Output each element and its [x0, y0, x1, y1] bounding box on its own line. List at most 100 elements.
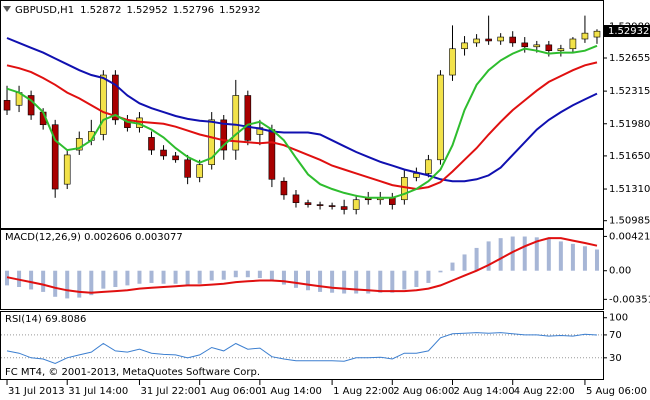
candle-body — [569, 38, 577, 50]
macd-bar — [546, 238, 551, 271]
macd-bar — [137, 270, 142, 284]
candle-body — [27, 95, 35, 116]
candle-body — [208, 119, 215, 165]
y-tick-label: 70 — [609, 330, 622, 341]
candle-body — [268, 129, 276, 180]
macd-bar — [101, 270, 106, 289]
macd-bar — [450, 262, 455, 271]
macd-bar — [354, 270, 359, 294]
rsi-line — [6, 332, 598, 365]
macd-bar — [185, 270, 190, 285]
plot-layer: 1.529801.526551.523151.519801.516501.513… — [1, 5, 650, 397]
macd-bar — [77, 270, 82, 298]
macd-bar — [462, 254, 467, 271]
x-tick-label: 4 Aug 22:00 — [514, 386, 575, 397]
y-tick-label: -0.003514 — [609, 294, 650, 305]
macd-pane — [0, 229, 604, 310]
candle-body — [352, 199, 360, 210]
candle-body — [280, 180, 288, 196]
macd-bar — [402, 270, 407, 290]
candle-body — [545, 44, 553, 51]
y-tick-label: 0.00 — [609, 266, 631, 277]
candle-body — [473, 38, 480, 44]
x-tick-label: 5 Aug 06:00 — [586, 386, 647, 397]
candle-body — [316, 204, 324, 206]
candle-body — [388, 197, 396, 205]
macd-bar — [510, 236, 515, 271]
candle-body — [533, 44, 541, 48]
macd-bar — [426, 270, 431, 283]
pane-title: MACD(12,26,9) 0.002606 0.003077 — [5, 232, 183, 243]
macd-bar — [570, 243, 575, 271]
candle-body — [75, 138, 83, 151]
quote: 1.52796 — [173, 5, 214, 16]
quote: 1.52932 — [219, 5, 260, 16]
macd-bar — [366, 270, 371, 294]
candle-body — [401, 177, 408, 201]
macd-bar — [522, 236, 527, 271]
macd-bar — [330, 270, 335, 293]
macd-bar — [486, 241, 491, 271]
macd-bar — [306, 270, 311, 291]
macd-bar — [582, 246, 587, 271]
x-tick-label: 31 Jul 22:00 — [140, 386, 200, 397]
pane-title: RSI(14) 69.8086 — [5, 314, 86, 325]
macd-bar — [125, 270, 130, 286]
y-tick-label: 1.50985 — [609, 216, 650, 227]
macd-bar — [390, 270, 395, 293]
macd-bar — [438, 270, 443, 273]
macd-bar — [53, 270, 58, 297]
last-price-box — [604, 25, 650, 38]
moving-average — [6, 61, 598, 191]
macd-bar — [558, 241, 563, 271]
macd-bar — [257, 270, 262, 279]
symbol-icon — [3, 6, 11, 12]
candle-body — [304, 202, 312, 205]
last-price-label: 1.52932 — [608, 26, 649, 37]
candle-body — [292, 194, 300, 203]
candle-body — [220, 119, 228, 151]
candle-body — [593, 30, 601, 38]
candle-body — [100, 74, 107, 135]
quote: 1.52872 — [80, 5, 121, 16]
macd-bar — [281, 270, 286, 285]
macd-bar — [221, 270, 226, 280]
x-tick-label: 31 Jul 2013 — [8, 386, 65, 397]
y-tick-label: 1.51650 — [609, 151, 650, 162]
candle-body — [51, 124, 59, 190]
y-tick-label: 1.51980 — [609, 119, 650, 130]
candle-body — [112, 74, 119, 121]
macd-bar — [149, 270, 154, 283]
candle-body — [232, 95, 240, 151]
macd-bar — [269, 270, 274, 282]
candle-body — [172, 155, 179, 161]
y-tick-label: 0.004212 — [609, 231, 650, 242]
x-tick-label: 1 Aug 06:00 — [201, 386, 262, 397]
macd-bar — [378, 270, 383, 293]
macd-bar — [41, 270, 46, 292]
macd-bar — [318, 270, 323, 292]
signal-line — [6, 237, 598, 294]
copyright: FC MT4, © 2001-2013, MetaQuotes Software… — [5, 367, 260, 378]
macd-bar — [113, 270, 118, 288]
candle-body — [196, 164, 203, 178]
macd-bar — [161, 270, 166, 284]
candle-body — [340, 206, 348, 210]
x-tick-label: 1 Aug 14:00 — [261, 386, 322, 397]
macd-bar — [474, 247, 479, 271]
macd-bar — [209, 270, 214, 281]
macd-bar — [89, 270, 94, 296]
candle-body — [425, 159, 432, 174]
candle-body — [485, 38, 492, 42]
candle-body — [449, 48, 456, 76]
y-tick-label: 1.51310 — [609, 184, 650, 195]
y-tick-label: 30 — [609, 353, 622, 364]
y-tick-label: 1.52655 — [609, 53, 650, 64]
candle-body — [148, 137, 155, 151]
macd-bar — [594, 249, 599, 271]
macd-bar — [245, 270, 250, 278]
macd-bar — [65, 270, 70, 299]
